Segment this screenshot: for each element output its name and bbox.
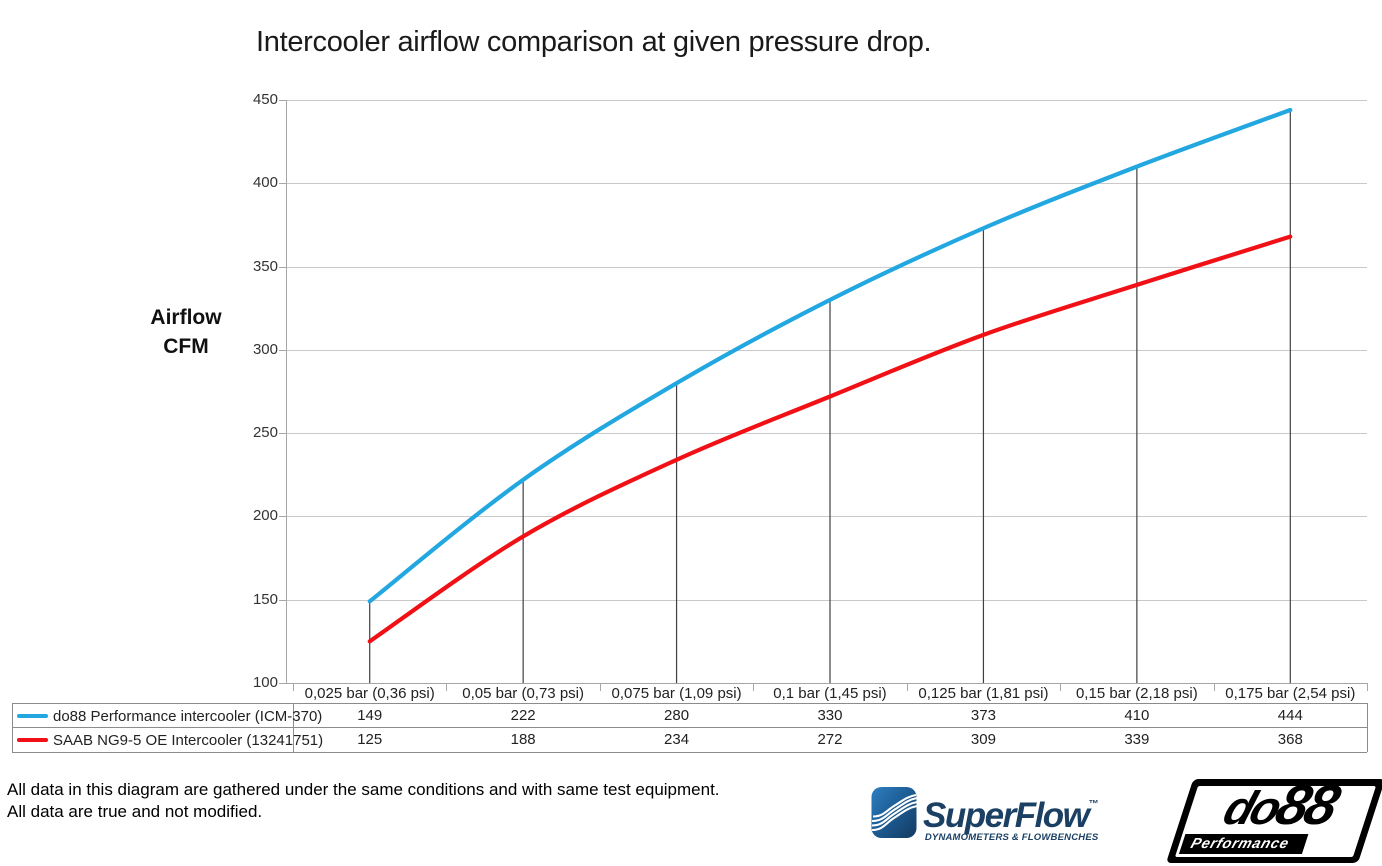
series-line-2 xyxy=(367,234,1293,644)
series2-line-sample xyxy=(17,738,48,742)
table-value: 309 xyxy=(970,731,996,748)
series-line-1 xyxy=(367,107,1293,604)
table-value: 280 xyxy=(664,707,690,724)
y-axis-tick-label: 350 xyxy=(252,257,278,275)
x-axis-category-label: 0,025 bar (0,36 psi) xyxy=(304,685,435,702)
superflow-name: SuperFlow™ xyxy=(923,796,1099,835)
chart-title: Intercooler airflow comparison at given … xyxy=(256,26,932,58)
x-axis-category-label: 0,175 bar (2,54 psi) xyxy=(1225,685,1356,702)
y-axis-tick-label: 200 xyxy=(252,507,278,525)
superflow-waves-icon xyxy=(871,787,918,838)
table-value: 125 xyxy=(357,731,383,748)
series1-line-sample xyxy=(17,714,48,718)
do88-wordmark: do88 xyxy=(1217,773,1346,836)
disclaimer-line2: All data are true and not modified. xyxy=(7,802,263,821)
superflow-wordmark: SuperFlow™ DYNAMOMETERS & FLOWBENCHES xyxy=(923,788,1098,843)
table-value: 330 xyxy=(817,707,843,724)
y-axis-unit-label: Airflow CFM xyxy=(130,303,242,361)
y-axis-tick-label: 150 xyxy=(252,590,278,608)
do88-logo: do88 Performance xyxy=(1166,773,1382,863)
y-axis-tick-label: 100 xyxy=(252,674,278,691)
table-value: 339 xyxy=(1124,731,1150,748)
y-axis-tick-label: 250 xyxy=(252,424,278,442)
table-value: 272 xyxy=(817,731,843,748)
y-axis-unit-line1: Airflow xyxy=(150,306,222,329)
table-value: 188 xyxy=(510,731,536,748)
legend-row-series-2: SAAB NG9-5 OE Intercooler (13241751) xyxy=(13,728,323,752)
table-value: 373 xyxy=(970,707,996,724)
table-value: 234 xyxy=(664,731,690,748)
disclaimer-text: All data in this diagram are gathered un… xyxy=(7,779,720,823)
trademark-symbol: ™ xyxy=(1088,799,1099,810)
x-axis-category-label: 0,05 bar (0,73 psi) xyxy=(462,685,584,702)
x-axis-category-label: 0,125 bar (1,81 psi) xyxy=(918,685,1049,702)
y-axis-unit-line2: CFM xyxy=(163,335,209,358)
y-axis-tick-label: 400 xyxy=(252,174,278,192)
superflow-tagline: DYNAMOMETERS & FLOWBENCHES xyxy=(924,832,1099,843)
table-value: 222 xyxy=(510,707,536,724)
x-axis-category-label: 0,075 bar (1,09 psi) xyxy=(611,685,742,702)
series2-legend-label: SAAB NG9-5 OE Intercooler (13241751) xyxy=(53,731,324,749)
x-axis-category-label: 0,15 bar (2,18 psi) xyxy=(1075,685,1198,702)
table-value: 368 xyxy=(1277,731,1303,748)
table-value: 410 xyxy=(1124,707,1150,724)
y-axis-tick-label: 450 xyxy=(252,91,278,108)
x-axis-category-label: 0,1 bar (1,45 psi) xyxy=(773,685,887,702)
superflow-logo: SuperFlow™ DYNAMOMETERS & FLOWBENCHES xyxy=(871,786,1098,843)
disclaimer-line1: All data in this diagram are gathered un… xyxy=(7,780,720,799)
table-value: 444 xyxy=(1277,707,1303,724)
series1-legend-label: do88 Performance intercooler (ICM-370) xyxy=(53,707,323,725)
legend-row-series-1: do88 Performance intercooler (ICM-370) xyxy=(13,704,322,728)
do88-logo-inner: do88 Performance xyxy=(1174,773,1377,857)
table-value: 149 xyxy=(357,707,383,724)
do88-performance-bar: Performance xyxy=(1178,834,1309,854)
y-axis-tick-label: 300 xyxy=(252,340,278,358)
